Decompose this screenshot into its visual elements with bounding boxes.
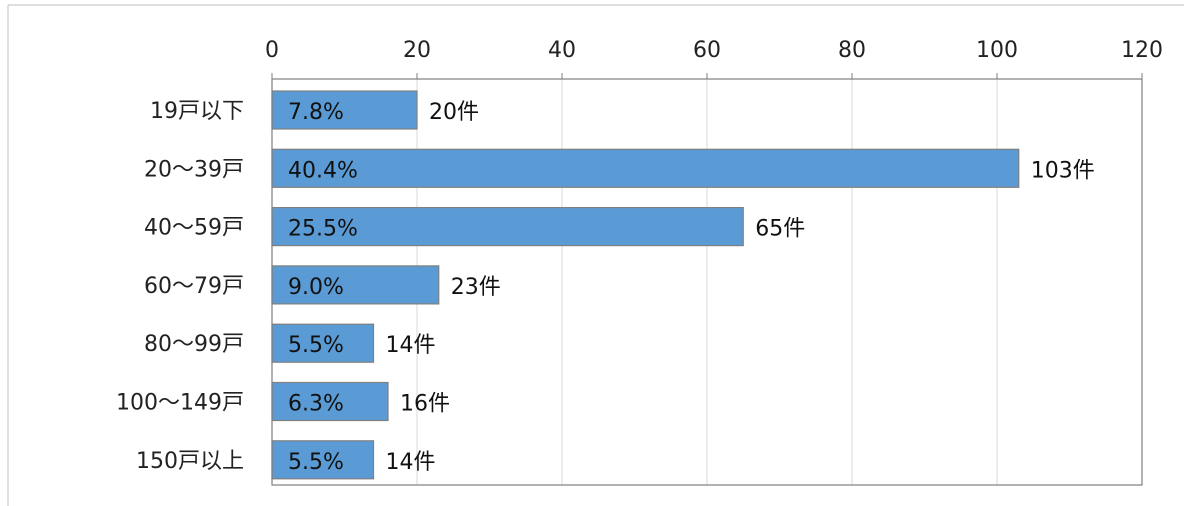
- bar: [271, 381, 389, 422]
- bar: [271, 440, 375, 480]
- plot-area-frame: [271, 78, 1143, 486]
- x-tick-labels: 0 20 40 60 80 100 120: [265, 38, 1163, 63]
- x-tick-label: 120: [1121, 38, 1163, 63]
- count-label: 23件: [451, 275, 501, 300]
- category-label: 60～79戸: [144, 274, 244, 299]
- count-label: 14件: [386, 450, 436, 475]
- x-tick-label: 100: [976, 38, 1018, 63]
- category-label: 100～149戸: [116, 391, 244, 416]
- percent-labels: 7.8% 40.4% 25.5% 9.0% 5.5% 6.3% 5.5%: [288, 100, 358, 475]
- percent-label: 40.4%: [288, 158, 358, 183]
- x-tick-label: 40: [548, 38, 576, 63]
- percent-label: 9.0%: [288, 275, 344, 300]
- bar: [271, 207, 744, 247]
- bar: [271, 323, 375, 363]
- x-tick-label: 20: [403, 38, 431, 63]
- bars: [271, 90, 1020, 480]
- count-label: 103件: [1031, 158, 1095, 183]
- count-label: 65件: [755, 217, 805, 242]
- percent-label: 5.5%: [288, 333, 344, 358]
- category-label: 40～59戸: [144, 216, 244, 241]
- category-labels: 19戸以下 20～39戸 40～59戸 60～79戸 80～99戸 100～149戸 150…: [116, 99, 244, 474]
- category-label: 19戸以下: [150, 99, 244, 124]
- x-tick-label: 0: [265, 38, 279, 63]
- count-labels: 20件 103件 65件 23件 14件 16件 14件: [386, 100, 1095, 475]
- percent-label: 5.5%: [288, 450, 344, 475]
- percent-label: 6.3%: [288, 392, 344, 417]
- count-label: 16件: [400, 392, 450, 417]
- count-label: 14件: [386, 333, 436, 358]
- count-label: 20件: [429, 100, 479, 125]
- x-tick-label: 80: [838, 38, 866, 63]
- percent-label: 25.5%: [288, 217, 358, 242]
- category-label: 80～99戸: [144, 332, 244, 357]
- bar: [271, 265, 440, 305]
- bar: [271, 148, 1020, 188]
- x-tick-label: 60: [693, 38, 721, 63]
- category-label: 20～39戸: [144, 157, 244, 182]
- category-label: 150戸以上: [136, 449, 244, 474]
- percent-label: 7.8%: [288, 100, 344, 125]
